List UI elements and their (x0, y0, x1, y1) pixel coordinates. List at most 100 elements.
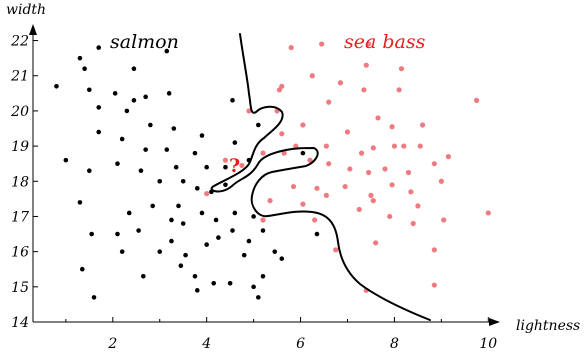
sea-bass-point (366, 41, 372, 47)
salmon-point (96, 45, 102, 50)
sea-bass-point (410, 220, 416, 227)
salmon-point (169, 217, 174, 223)
salmon-point (260, 273, 266, 279)
salmon-point (115, 161, 120, 166)
salmon-point (89, 231, 94, 237)
salmon-point (232, 140, 238, 145)
sea-bass-point (276, 87, 283, 93)
sea-bass-point (307, 157, 313, 163)
salmon-point (272, 249, 278, 254)
salmon-point (77, 55, 83, 61)
salmon-point (241, 252, 247, 258)
x-tick-label: 8 (390, 336, 399, 352)
sea-bass-point (222, 157, 229, 163)
sea-bass-point (419, 122, 426, 128)
sea-bass-point (239, 162, 245, 169)
x-tick-label: 10 (479, 336, 497, 352)
salmon-point (256, 122, 261, 128)
sea-bass-point (389, 182, 395, 188)
y-ticks: 14 15 16 17 18 19 20 21 22 (10, 34, 38, 331)
sea-bass-point (337, 80, 344, 86)
sea-bass-point (267, 198, 273, 204)
data-points (54, 41, 491, 300)
sea-bass-point (246, 108, 252, 114)
sea-bass-point (370, 145, 376, 151)
salmon-point (143, 147, 148, 152)
axes: 2 4 6 8 10 14 15 16 17 18 19 20 21 22 lightness widt… (6, 2, 580, 352)
sea-bass-point (375, 115, 381, 121)
y-axis-arrow-icon (29, 24, 37, 35)
salmon-point (279, 256, 285, 261)
salmon-point (192, 273, 198, 279)
salmon-point (246, 238, 252, 244)
salmon-point (204, 242, 209, 247)
salmon-point (157, 249, 163, 254)
sea-bass-point (260, 150, 266, 156)
x-tick-label: 4 (201, 336, 211, 352)
decision-boundary (210, 33, 431, 321)
salmon-point (251, 214, 256, 219)
sea-bass-point (366, 169, 372, 176)
sea-bass-point (314, 185, 320, 191)
salmon-point (115, 231, 120, 237)
sea-bass-point (431, 161, 437, 167)
salmon-point (194, 186, 200, 191)
sea-bass-point (319, 41, 325, 47)
sea-bass-point (326, 99, 332, 105)
salmon-point (63, 157, 69, 163)
y-tick-label: 21 (10, 69, 29, 85)
sea-bass-point (431, 247, 437, 253)
salmon-point (251, 284, 256, 290)
sea-bass-point (382, 166, 388, 172)
y-tick-label: 22 (10, 34, 29, 50)
y-tick-label: 15 (11, 280, 29, 296)
y-axis-title: width (6, 2, 46, 18)
salmon-point (126, 210, 132, 216)
salmon-point (230, 228, 235, 233)
salmon-point (176, 203, 181, 209)
sea-bass-point (300, 201, 306, 207)
salmon-point (164, 48, 170, 54)
sea-bass-point (279, 131, 285, 137)
sea-bass-point (370, 198, 376, 204)
x-axis-title: lightness (516, 318, 580, 334)
sea-bass-point (312, 217, 318, 223)
salmon-point (194, 288, 200, 293)
salmon-point (164, 147, 170, 152)
salmon-point (131, 66, 137, 71)
salmon-point (180, 178, 186, 184)
salmon-point (96, 105, 102, 110)
sea-bass-point (309, 73, 315, 79)
salmon-point (199, 133, 205, 138)
sea-bass-point (389, 124, 395, 130)
salmon-point (230, 98, 235, 103)
y-tick-label: 16 (11, 245, 29, 261)
sea-bass-point (293, 143, 299, 149)
sea-bass-point (398, 66, 405, 72)
sea-bass-point (438, 178, 444, 184)
sea-bass-point (405, 169, 412, 176)
sea-bass-point (401, 143, 407, 149)
salmon-point (180, 221, 186, 226)
sea-bass-label: sea bass (344, 31, 426, 53)
salmon-point (204, 164, 209, 170)
salmon-point (141, 273, 146, 279)
salmon-point (148, 122, 153, 128)
salmon-point (211, 281, 217, 286)
salmon-label: salmon (110, 31, 179, 53)
y-tick-label: 18 (11, 174, 29, 190)
salmon-point (112, 91, 118, 96)
sea-bass-point (358, 150, 365, 156)
sea-bass-point (387, 213, 393, 220)
sea-bass-point (391, 143, 398, 149)
query-point-marker: ? (229, 155, 240, 177)
salmon-point (183, 252, 188, 258)
sea-bass-point (408, 189, 414, 195)
salmon-point (314, 231, 320, 237)
sea-bass-point (333, 247, 339, 253)
salmon-point (150, 203, 155, 209)
sea-bass-point (204, 190, 210, 197)
x-axis-arrow-icon (489, 318, 500, 326)
sea-bass-point (260, 217, 266, 223)
sea-bass-point (323, 192, 329, 198)
